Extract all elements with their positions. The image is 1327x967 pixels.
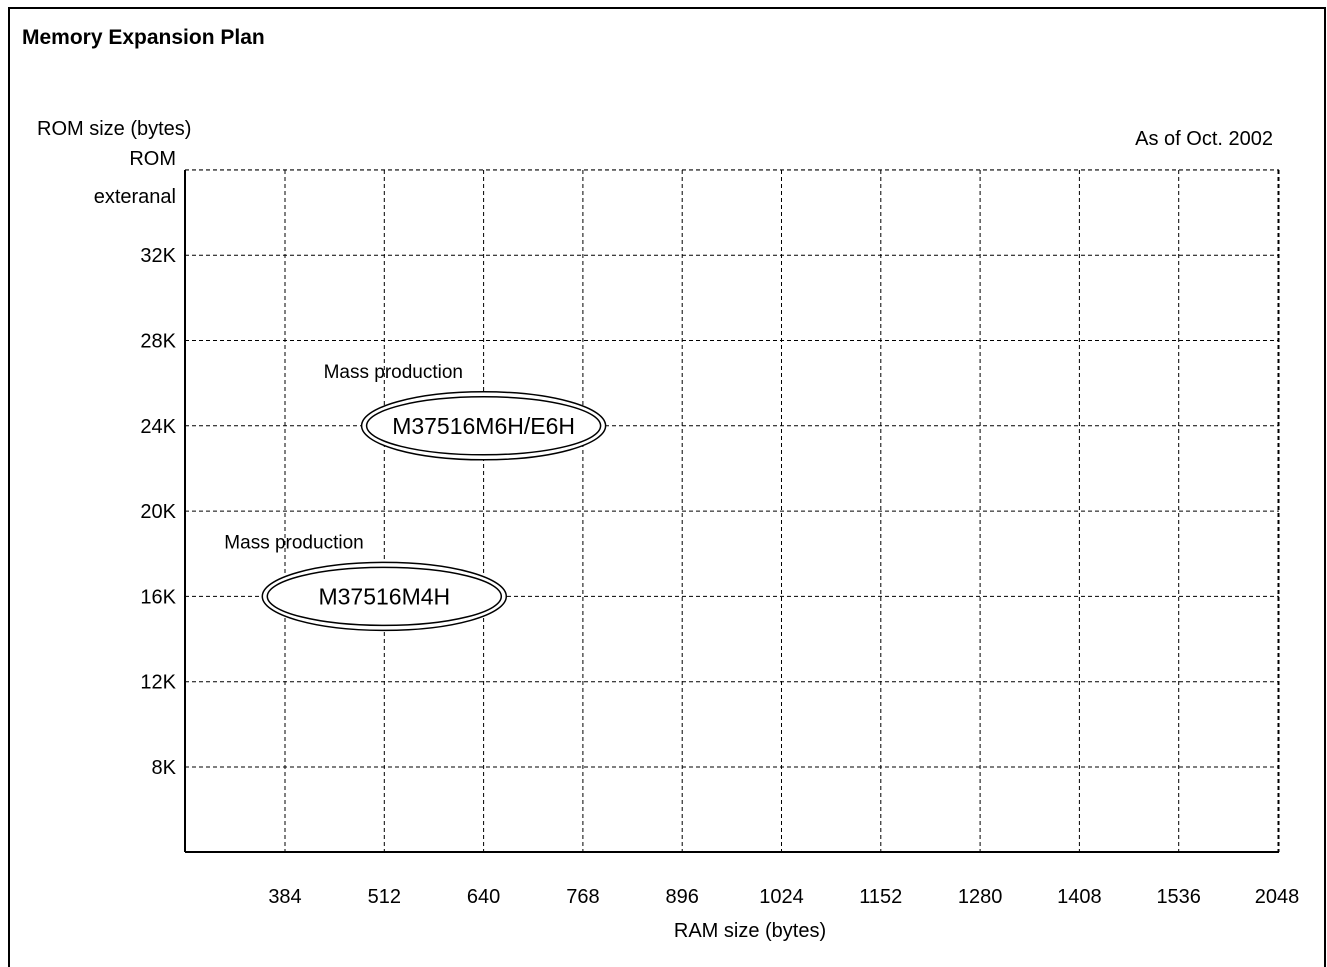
product-label: M37516M6H/E6H [392, 413, 575, 439]
chart-frame [8, 7, 1326, 967]
y-tick-label: 28K [140, 331, 176, 353]
x-tick-label: 896 [666, 886, 699, 908]
product-ellipse-inner [365, 396, 602, 456]
y-tick-label: 24K [140, 416, 176, 438]
y-tick-label: 16K [140, 586, 176, 608]
date-annotation: As of Oct. 2002 [1135, 128, 1273, 150]
y-tick-label: 20K [140, 501, 176, 523]
x-tick-label: 1408 [1057, 886, 1102, 908]
status-label: Mass production [324, 362, 463, 383]
x-tick-label: 640 [467, 886, 500, 908]
x-tick-label: 1152 [859, 886, 902, 908]
x-tick-label: 1024 [759, 886, 804, 908]
y-tick-label: ROM [129, 148, 176, 170]
x-tick-label: 1280 [958, 886, 1003, 908]
y-tick-label: exteranal [94, 186, 176, 208]
product-ellipse-inner [266, 566, 503, 627]
x-tick-label: 2048 [1255, 886, 1300, 908]
y-tick-label: 8K [152, 757, 177, 779]
y-tick-label: 12K [140, 672, 176, 694]
y-tick-label: 32K [140, 245, 176, 267]
x-axis-label: RAM size (bytes) [674, 920, 826, 942]
x-tick-label: 512 [368, 886, 401, 908]
x-tick-label: 1536 [1156, 886, 1201, 908]
chart-title: Memory Expansion Plan [22, 26, 265, 49]
status-label: Mass production [224, 532, 363, 553]
y-axis-label: ROM size (bytes) [37, 118, 192, 140]
product-ellipse-outer [261, 561, 508, 632]
x-tick-label: 384 [268, 886, 301, 908]
product-ellipse-outer [360, 391, 607, 461]
x-tick-label: 768 [566, 886, 599, 908]
product-label: M37516M4H [318, 583, 450, 609]
